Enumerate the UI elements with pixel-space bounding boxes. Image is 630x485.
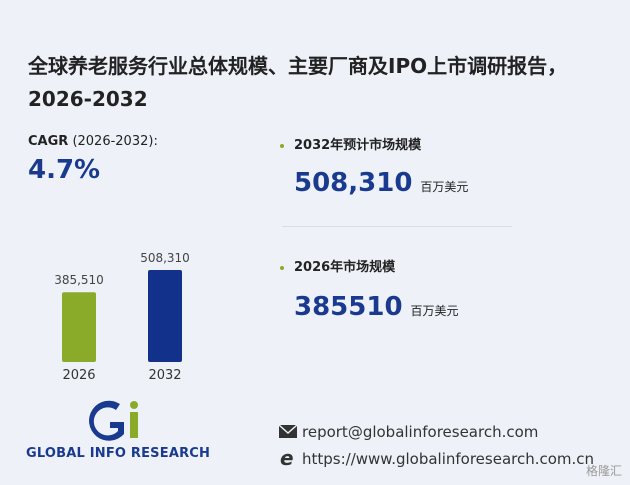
stat-value: 508,310	[294, 168, 413, 198]
stat-label: 2026年市场规模	[294, 260, 396, 275]
stat-unit: 百万美元	[410, 304, 459, 318]
stat-unit: 百万美元	[420, 180, 469, 194]
stat-label-row: 2026年市场规模	[280, 256, 395, 275]
logo-mark	[89, 400, 138, 441]
x-tick-label: 2032	[148, 368, 181, 383]
svg-text:e: e	[280, 448, 294, 468]
x-tick-label: 2026	[62, 368, 95, 383]
title: 全球养老服务行业总体规模、主要厂商及IPO上市调研报告，2026-2032	[28, 54, 568, 111]
stat-row: 385510 百万美元	[294, 292, 459, 322]
stat-label: 2032年预计市场规模	[294, 138, 422, 153]
email-icon	[278, 424, 298, 438]
stat-row: 508,310 百万美元	[294, 168, 468, 198]
email: report@globalinforesearch.com	[302, 423, 539, 441]
stat-value: 385510	[294, 292, 403, 322]
stat-label-row: 2032年预计市场规模	[280, 134, 421, 153]
bar-chart: 385,510 2026 508,310 2032	[54, 251, 190, 383]
logo-text: GLOBAL INFO RESEARCH	[26, 446, 211, 461]
value-label: 508,310	[140, 251, 190, 265]
cagr-period: (2026-2032):	[72, 134, 158, 149]
web-icon: e	[280, 448, 294, 468]
bar	[148, 270, 182, 362]
value-label: 385,510	[54, 273, 104, 287]
website: https://www.globalinforesearch.com.cn	[302, 450, 595, 468]
watermark: 格隆汇	[585, 464, 622, 478]
bar	[62, 292, 96, 362]
divider	[282, 226, 512, 227]
cagr-name: CAGR	[28, 134, 69, 149]
cagr-label: CAGR (2026-2032):	[28, 134, 158, 149]
cagr-value: 4.7%	[28, 155, 101, 185]
